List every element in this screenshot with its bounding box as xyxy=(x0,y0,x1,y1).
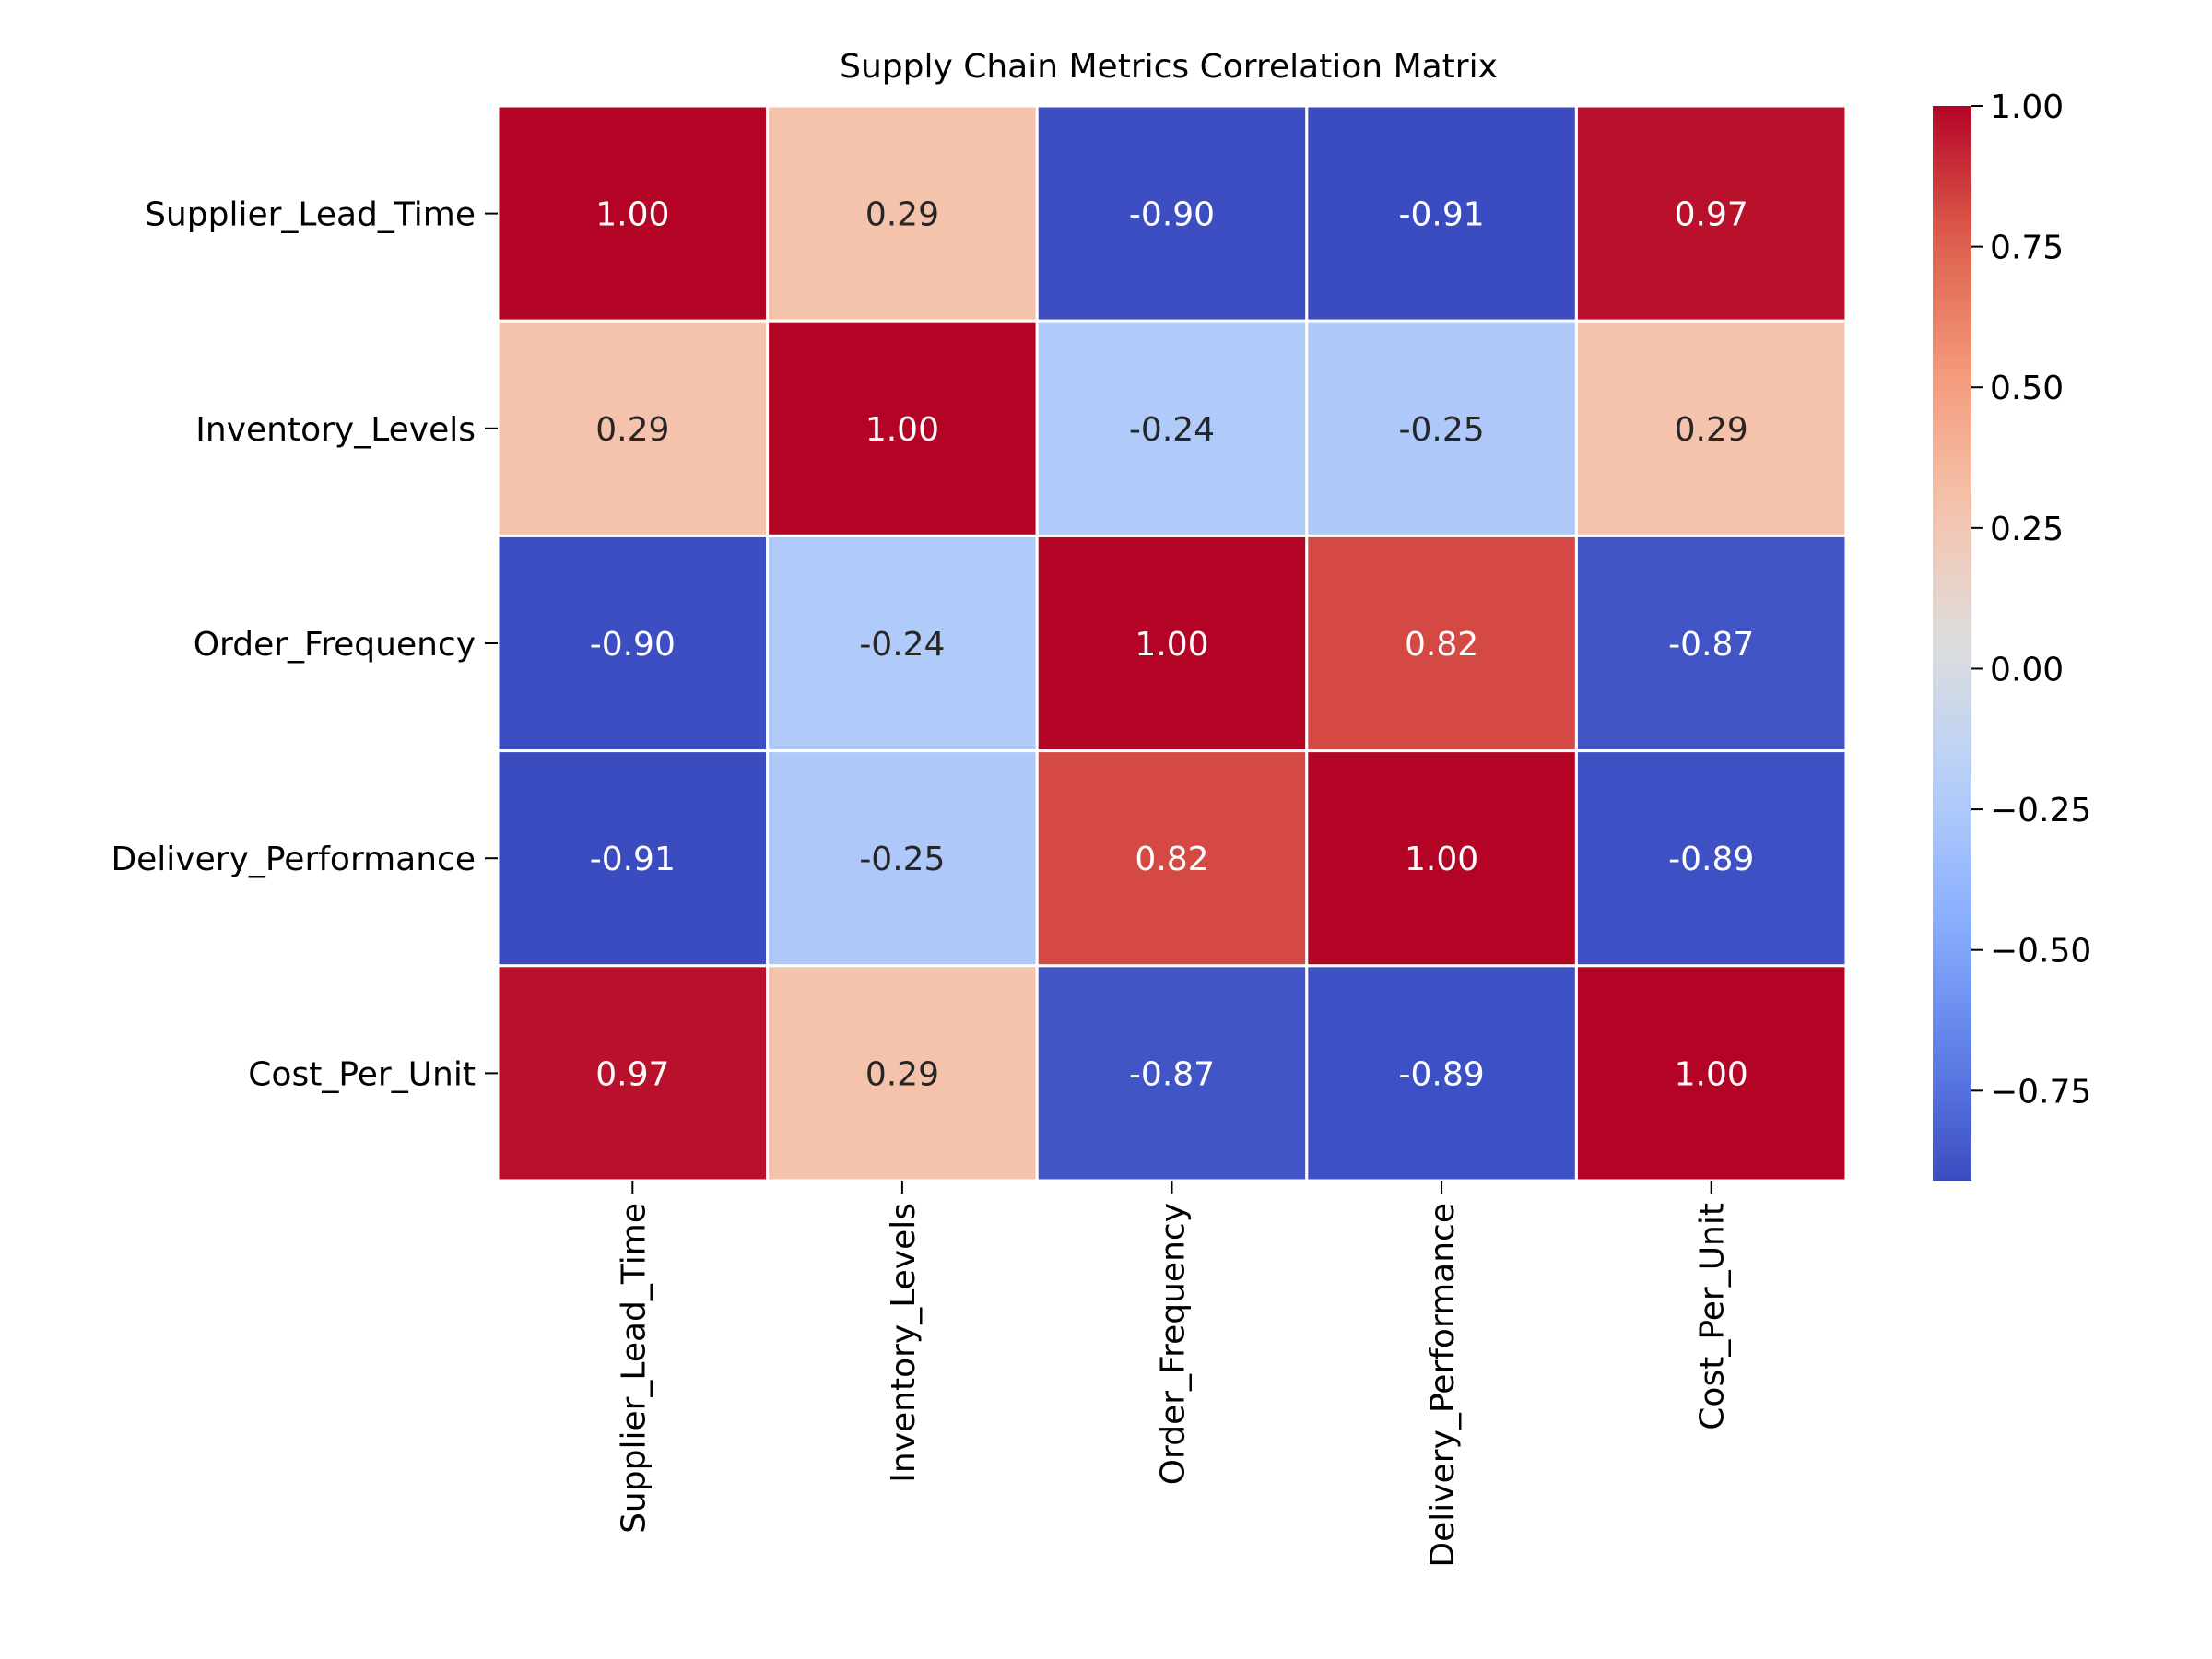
colorbar-tick-label: 0.25 xyxy=(1990,511,2064,548)
cell-value-label: 1.00 xyxy=(1135,626,1208,664)
colorbar-tick-label: 0.00 xyxy=(1990,651,2064,688)
colorbar-tick-label: 0.50 xyxy=(1990,370,2064,407)
cell-value-label: -0.89 xyxy=(1399,1055,1485,1093)
column-tick-label: Inventory_Levels xyxy=(885,1203,923,1483)
heatmap-cell xyxy=(1305,104,1578,323)
cell-value-label: 0.29 xyxy=(1675,411,1748,449)
row-tick-label: Order_Frequency xyxy=(194,626,476,664)
heatmap-cell xyxy=(1574,964,1848,1182)
cell-value-label: 0.97 xyxy=(1675,196,1748,234)
cell-value-label: -0.24 xyxy=(1129,411,1215,449)
cell-value-label: 1.00 xyxy=(865,411,939,449)
heatmap-cell xyxy=(496,749,770,968)
row-labels: Supplier_Lead_Time Inventory_Levels Order_… xyxy=(111,196,498,1093)
heatmap-cell xyxy=(766,319,1039,537)
column-labels: Supplier_Lead_Time Inventory_Levels Order_… xyxy=(615,1181,1732,1568)
column-tick-label: Cost_Per_Unit xyxy=(1694,1203,1732,1430)
row-tick-label: Cost_Per_Unit xyxy=(248,1055,476,1093)
heatmap-cell xyxy=(1035,104,1309,323)
cell-value-label: -0.89 xyxy=(1668,841,1754,878)
cell-value-label: -0.87 xyxy=(1129,1055,1215,1093)
heatmap-cell xyxy=(766,964,1039,1182)
heatmap-cell xyxy=(1305,534,1578,753)
heatmap-cell xyxy=(496,104,770,323)
heatmap-cell xyxy=(1305,319,1578,537)
cell-value-label: 0.82 xyxy=(1135,841,1208,878)
cell-value-label: -0.90 xyxy=(590,626,676,664)
cell-value-label: -0.24 xyxy=(859,626,945,664)
colorbar-tick-label: −0.25 xyxy=(1990,792,2091,830)
cell-value-label: 1.00 xyxy=(1675,1055,1748,1093)
cell-value-label: 0.29 xyxy=(595,411,669,449)
column-tick-label: Order_Frequency xyxy=(1155,1203,1193,1485)
chart-title: Supply Chain Metrics Correlation Matrix xyxy=(840,48,1498,86)
heatmap-cell xyxy=(1035,534,1309,753)
heatmap-cell xyxy=(766,749,1039,968)
cell-value-label: 0.82 xyxy=(1405,626,1478,664)
heatmap-cell xyxy=(1035,749,1309,968)
heatmap-cell xyxy=(1305,964,1578,1182)
cell-value-label: 1.00 xyxy=(595,196,669,234)
heatmap-cell xyxy=(1305,749,1578,968)
cell-value-label: -0.91 xyxy=(1399,196,1485,234)
heatmap-cell xyxy=(1035,964,1309,1182)
colorbar-tick-label: 0.75 xyxy=(1990,229,2064,267)
cell-value-label: -0.90 xyxy=(1129,196,1215,234)
cell-value-label: -0.91 xyxy=(590,841,676,878)
cell-value-label: -0.87 xyxy=(1668,626,1754,664)
cell-value-label: -0.25 xyxy=(859,841,945,878)
row-tick-label: Supplier_Lead_Time xyxy=(145,196,476,234)
heatmap-cell xyxy=(1574,319,1848,537)
row-tick-label: Delivery_Performance xyxy=(111,841,476,878)
colorbar-tick-label: −0.50 xyxy=(1990,933,2091,971)
column-tick-label: Delivery_Performance xyxy=(1424,1203,1462,1568)
heatmap-cell xyxy=(496,964,770,1182)
cell-value-label: 0.97 xyxy=(595,1055,669,1093)
column-tick-label: Supplier_Lead_Time xyxy=(615,1203,653,1534)
colorbar-gradient xyxy=(1933,106,1971,1181)
cell-value-label: 0.29 xyxy=(865,196,939,234)
cell-value-label: 1.00 xyxy=(1405,841,1478,878)
cell-value-label: 0.29 xyxy=(865,1055,939,1093)
heatmap-cell xyxy=(766,104,1039,323)
heatmap-cells: 1.00 0.29 -0.90 -0.91 0.97 0.29 1.00 -0.24 -0.25… xyxy=(496,104,1848,1182)
colorbar: 1.00 0.75 0.50 0.25 0.00 −0.25 −0.50 −0.75 xyxy=(1933,88,2091,1181)
heatmap-cell xyxy=(1035,319,1309,537)
cell-value-label: -0.25 xyxy=(1399,411,1485,449)
heatmap-cell xyxy=(766,534,1039,753)
row-tick-label: Inventory_Levels xyxy=(195,411,476,449)
heatmap-cell xyxy=(1574,749,1848,968)
colorbar-tick-label: 1.00 xyxy=(1990,88,2064,126)
colorbar-tick-label: −0.75 xyxy=(1990,1073,2091,1111)
heatmap-cell xyxy=(1574,534,1848,753)
